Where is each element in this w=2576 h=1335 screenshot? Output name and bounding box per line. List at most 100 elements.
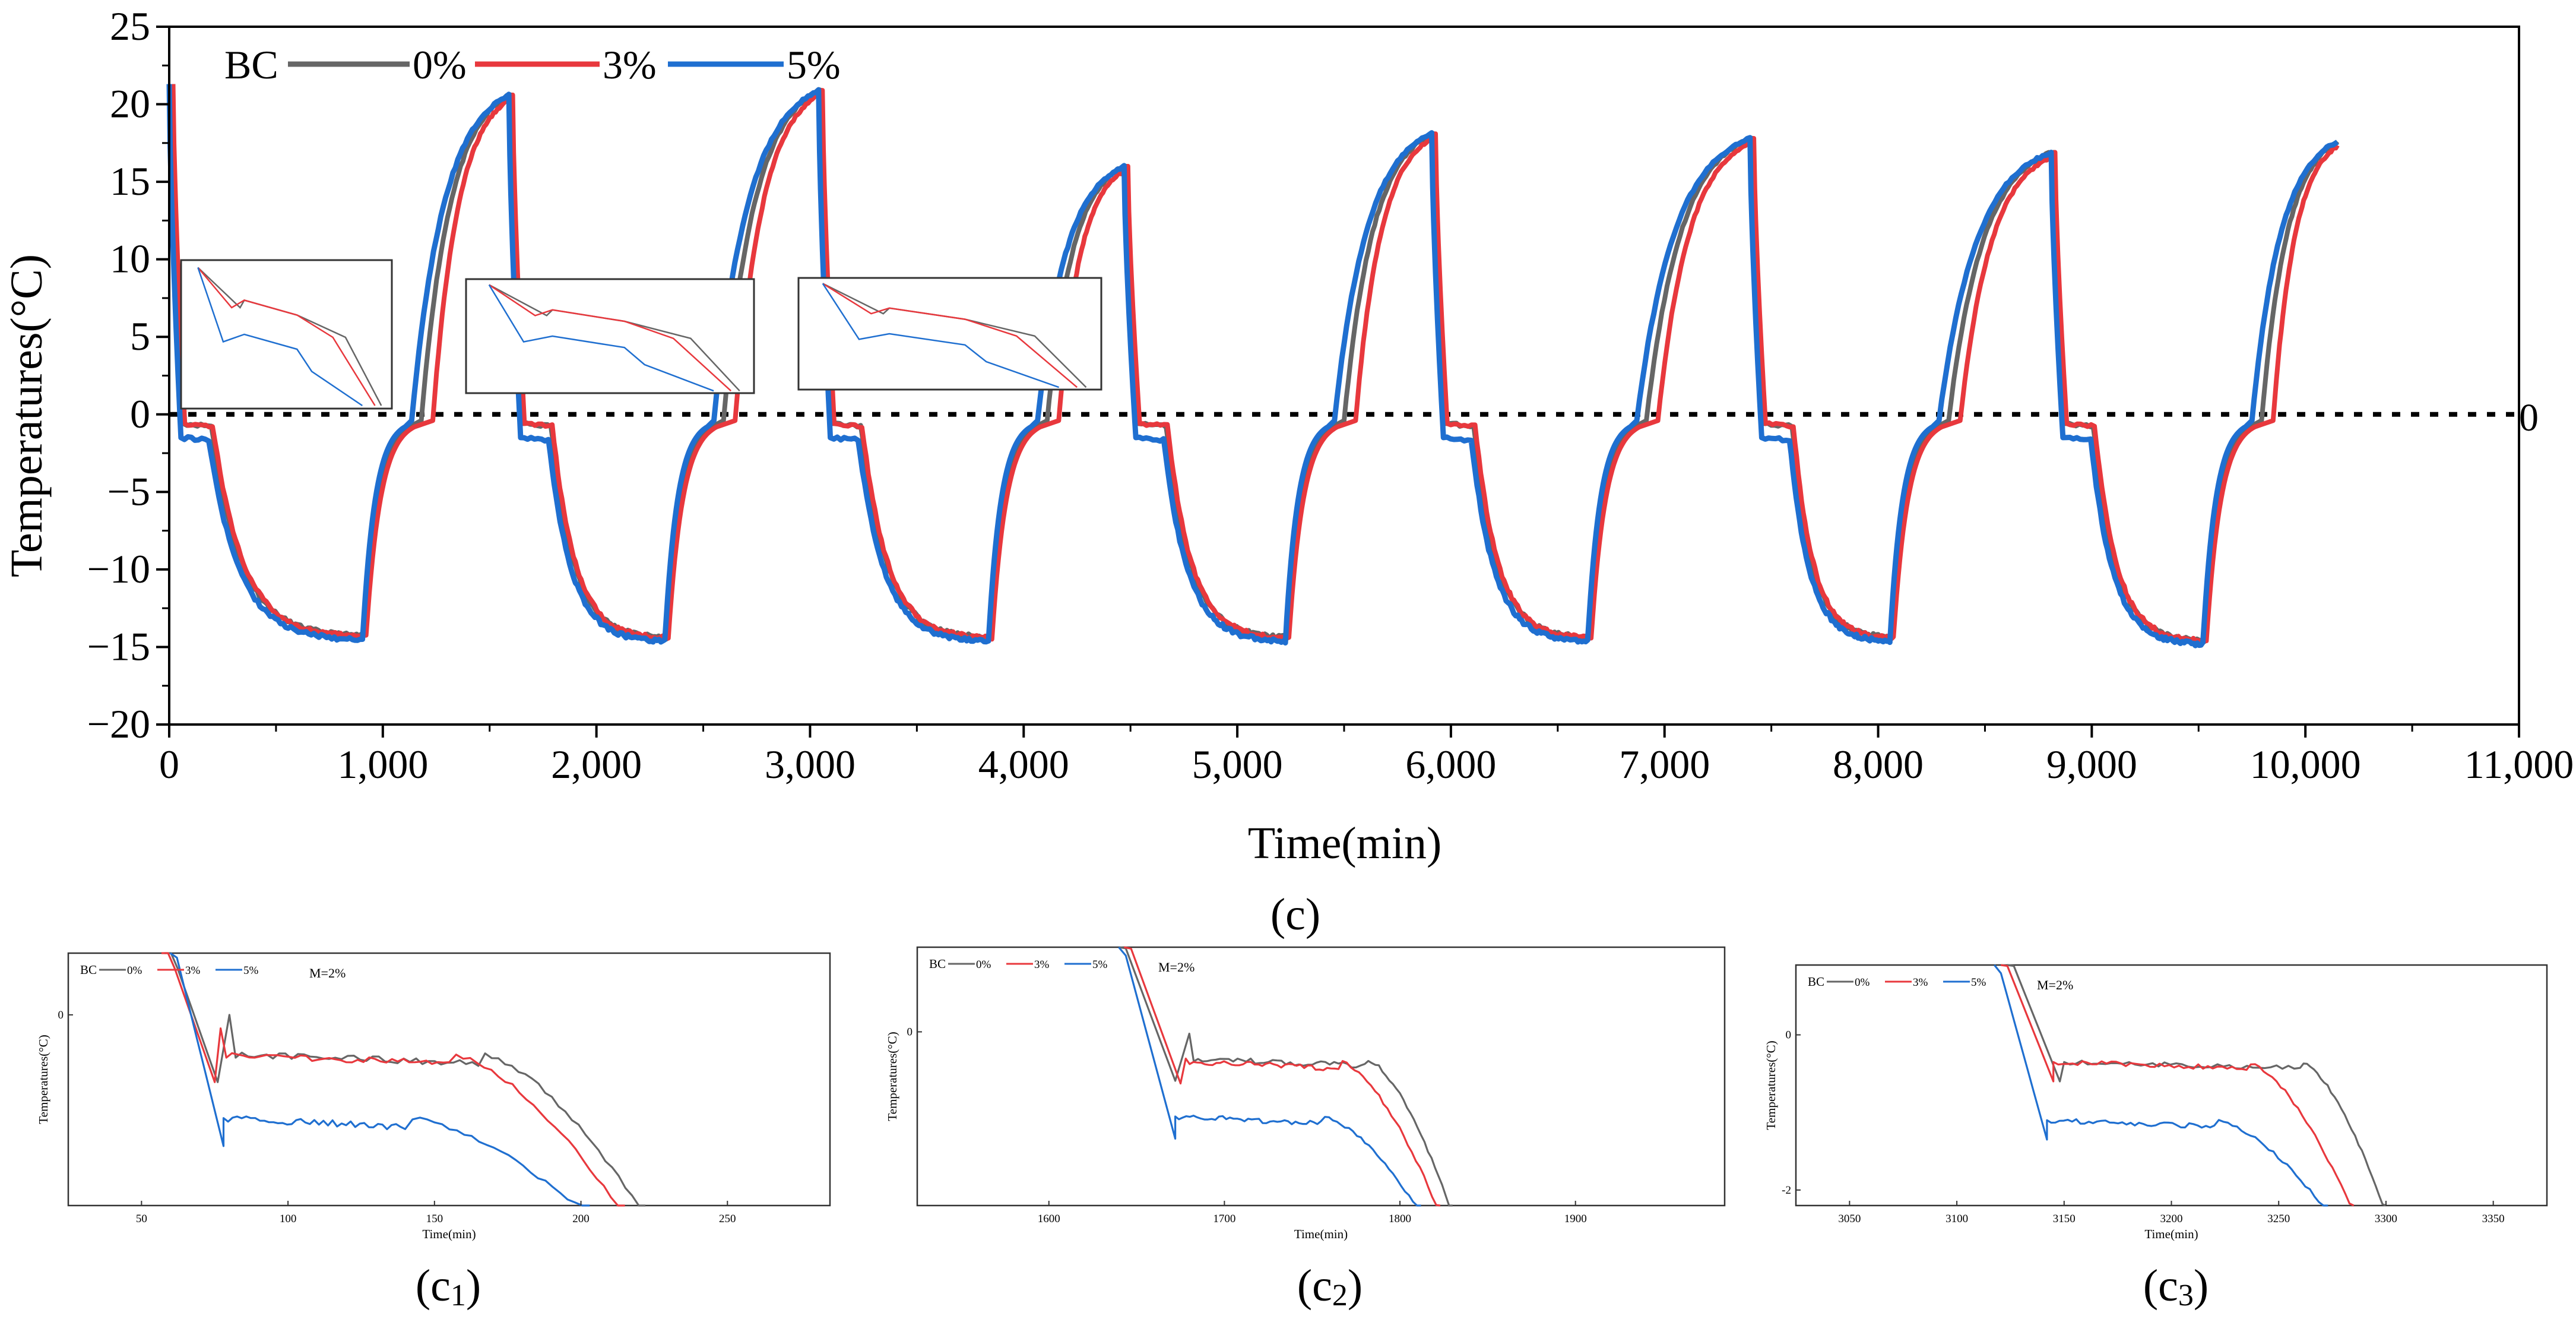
subchart-legend-label: 0% (127, 964, 142, 977)
subchart-legend-label: 0% (976, 958, 991, 971)
subchart-ticks: 50 100 150 200 250 0 (58, 1009, 736, 1225)
subchart-c2: 1600 1700 1800 1900 0 Time(min) Temperatures(°… (885, 946, 1726, 1241)
subchart-legend-label: 5% (1092, 958, 1108, 971)
subchart-c3: 3050 3100 3150 3200 3250 3300 3350 0 -2 Time(min)… (1764, 964, 2548, 1241)
subchart-legend-label: 3% (185, 964, 201, 977)
x-tick-label: 9,000 (2046, 742, 2137, 787)
y-tick-label: 15 (110, 159, 150, 204)
subchart-legend-label: 3% (1034, 958, 1050, 971)
subchart-y-axis-label: Temperatures(°C) (1764, 1040, 1778, 1130)
zero-reference-label: 0 (2519, 396, 2539, 439)
subchart-y-tick-label: -2 (1782, 1184, 1791, 1197)
x-tick-label: 8,000 (1833, 742, 1924, 787)
x-tick-label: 4,000 (978, 742, 1069, 787)
subchart-y-tick-label: 0 (58, 1009, 64, 1021)
subchart-x-tick-label: 1600 (1038, 1213, 1060, 1225)
inset-line (197, 267, 363, 407)
inset-line (822, 283, 1060, 388)
subchart-frame (916, 946, 1726, 1207)
main-inset-thumbnails (180, 259, 1102, 410)
subchart-y-tick-label: 0 (1786, 1029, 1792, 1042)
y-tick-label: −5 (107, 469, 150, 514)
subchart-series-group (1994, 964, 2387, 1207)
subchart-series-line-5pct (1994, 964, 2328, 1207)
main-x-axis-label: Time(min) (1248, 818, 1442, 868)
y-tick-label: −10 (87, 546, 150, 591)
subchart-annotation: M=2% (1158, 960, 1194, 975)
subchart-x-tick-label: 3150 (2053, 1213, 2076, 1225)
main-y-ticks: −20 −15 −10 −5 0 5 10 15 20 25 (87, 4, 169, 746)
subchart-x-tick-label: 3250 (2267, 1213, 2290, 1225)
main-series-group (166, 84, 2340, 648)
subchart-frame (1795, 964, 2548, 1207)
x-tick-label: 3,000 (765, 742, 856, 787)
y-tick-label: 20 (110, 81, 150, 126)
legend-label-3pct: 3% (603, 42, 657, 87)
y-tick-label: 0 (130, 391, 150, 436)
subchart-x-axis-label: Time(min) (2144, 1227, 2198, 1241)
subchart-x-tick-label: 150 (426, 1213, 443, 1225)
inset-line (489, 284, 732, 392)
main-caption: (c) (1270, 890, 1320, 939)
x-tick-label: 2,000 (551, 742, 642, 787)
subchart-x-tick-label: 3100 (1946, 1213, 1968, 1225)
subchart-x-tick-label: 200 (572, 1213, 590, 1225)
inset-line (822, 283, 1078, 388)
subchart-x-tick-label: 1800 (1389, 1213, 1411, 1225)
inset-line (197, 267, 376, 406)
subchart-legend-title: BC (80, 963, 97, 977)
inset-thumbnail-1 (180, 259, 393, 410)
legend-label-0pct: 0% (413, 42, 467, 87)
subchart-series-line-5pct (1118, 946, 1421, 1207)
subchart-y-axis-label: Temperatures(°C) (885, 1032, 899, 1121)
inset-thumbnail-2 (465, 278, 755, 394)
subchart-x-tick-label: 250 (719, 1213, 736, 1225)
y-tick-label: −15 (87, 624, 150, 669)
caption-c2: (c2) (1297, 1261, 1363, 1312)
subchart-annotation: M=2% (309, 966, 346, 980)
subchart-ticks: 3050 3100 3150 3200 3250 3300 3350 0 -2 (1782, 1029, 2504, 1225)
subchart-series-group (161, 952, 646, 1207)
subchart-x-tick-label: 3300 (2375, 1213, 2397, 1225)
subchart-y-axis-label: Temperatures(°C) (36, 1035, 50, 1124)
legend-label-5pct: 5% (787, 42, 841, 87)
subchart-legend: BC 0% 3% 5% (929, 957, 1108, 971)
subchart-y-tick-label: 0 (907, 1026, 913, 1039)
main-legend: BC 0% 3% 5% (224, 42, 841, 87)
main-series-line-5pct (166, 84, 2339, 648)
subchart-legend: BC 0% 3% 5% (1808, 975, 1986, 989)
subchart-c1: 50 100 150 200 250 0 Time(min) Temperatures(°C)… (36, 952, 831, 1241)
caption-c3: (c3) (2143, 1261, 2209, 1312)
subchart-x-tick-label: 3350 (2482, 1213, 2505, 1225)
subchart-frame (67, 952, 831, 1207)
x-tick-label: 0 (159, 742, 179, 787)
main-chart: 0 1,000 2,000 3,000 4,000 5,000 6,000 7,000 8,00… (2, 4, 2574, 939)
subchart-x-tick-label: 3200 (2160, 1213, 2183, 1225)
subchart-legend: BC 0% 3% 5% (80, 963, 259, 977)
x-tick-label: 6,000 (1405, 742, 1496, 787)
inset-line (488, 284, 714, 392)
subchart-legend-label: 3% (1913, 976, 1928, 989)
subchart-legend-label: 5% (243, 964, 259, 977)
subchart-legend-title: BC (929, 957, 946, 971)
legend-title: BC (224, 42, 278, 87)
subchart-x-axis-label: Time(min) (422, 1227, 476, 1241)
main-y-axis-label: Temperatures(°C) (2, 254, 52, 577)
y-tick-label: −20 (87, 701, 150, 746)
main-series-line-3pct (170, 84, 2340, 644)
subchart-legend-label: 5% (1971, 976, 1986, 989)
x-tick-label: 7,000 (1619, 742, 1710, 787)
subchart-x-tick-label: 1700 (1213, 1213, 1235, 1225)
main-x-ticks: 0 1,000 2,000 3,000 4,000 5,000 6,000 7,000 8,00… (159, 725, 2574, 787)
subchart-x-axis-label: Time(min) (1294, 1227, 1348, 1241)
x-tick-label: 5,000 (1192, 742, 1283, 787)
y-tick-label: 10 (110, 236, 150, 281)
subchart-series-group (1118, 946, 1453, 1207)
subchart-x-tick-label: 3050 (1838, 1213, 1861, 1225)
inset-thumbnail-3 (797, 277, 1102, 391)
subchart-x-tick-label: 50 (136, 1213, 147, 1225)
subchart-annotation: M=2% (2037, 977, 2073, 992)
y-tick-label: 5 (130, 314, 150, 359)
subchart-x-tick-label: 1900 (1564, 1213, 1587, 1225)
